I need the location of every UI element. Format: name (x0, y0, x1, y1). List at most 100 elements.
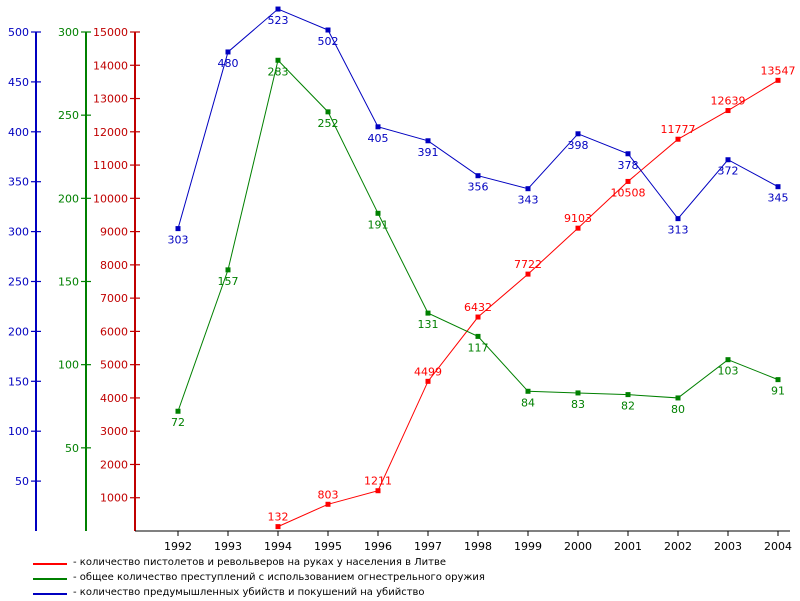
green-data-point (775, 377, 781, 383)
legend-item-murders: - количество предумышленных убийств и по… (33, 586, 793, 601)
blue-data-point (175, 226, 181, 232)
red-axis-tick-label: 8000 (100, 259, 128, 272)
blue-data-point (225, 49, 231, 55)
blue-data-label: 372 (718, 165, 739, 178)
x-axis-tick-label: 1993 (214, 540, 242, 553)
legend-label: - общее количество преступлений с исполь… (73, 572, 485, 583)
red-axis-tick-label: 7000 (100, 292, 128, 305)
blue-data-label: 356 (468, 181, 489, 194)
green-data-point (375, 210, 381, 216)
blue-axis-tick-label: 150 (8, 375, 29, 388)
red-data-label: 6432 (464, 301, 492, 314)
red-series-line (277, 79, 779, 528)
red-data-label: 803 (318, 488, 339, 501)
blue-data-label: 303 (168, 234, 189, 247)
green-data-point (675, 395, 681, 401)
blue-axis-tick-label: 500 (8, 26, 29, 39)
x-axis-tick-label: 1999 (514, 540, 542, 553)
x-axis-tick-label: 1998 (464, 540, 492, 553)
red-axis-tick-label: 14000 (93, 59, 128, 72)
legend-swatch-blue (33, 593, 67, 595)
green-data-point (325, 109, 331, 115)
green-axis-tick-label: 50 (65, 442, 79, 455)
blue-data-label: 391 (418, 146, 439, 159)
red-axis-tick-label: 12000 (93, 126, 128, 139)
x-axis-tick-label: 2003 (714, 540, 742, 553)
blue-data-label: 405 (368, 132, 389, 145)
green-axis-tick-label: 250 (58, 109, 79, 122)
legend-swatch-red (33, 563, 67, 565)
blue-data-label: 502 (318, 35, 339, 48)
x-axis-tick-label: 2002 (664, 540, 692, 553)
x-axis-tick-label: 1994 (264, 540, 292, 553)
red-axis-tick-label: 4000 (100, 392, 128, 405)
red-data-label: 9103 (564, 212, 592, 225)
green-data-point (725, 357, 731, 363)
x-axis-tick-label: 1997 (414, 540, 442, 553)
green-data-point (425, 310, 431, 316)
red-data-point (525, 271, 531, 277)
x-axis-tick-label: 1996 (364, 540, 392, 553)
green-data-label: 83 (571, 398, 585, 411)
red-data-point (675, 136, 681, 142)
green-data-label: 72 (171, 416, 185, 429)
blue-data-point (275, 6, 281, 12)
red-data-point (425, 378, 431, 384)
series-lines (177, 8, 779, 528)
green-data-label: 82 (621, 400, 635, 413)
green-axis-tick-label: 150 (58, 276, 79, 289)
blue-axis-tick-label: 350 (8, 176, 29, 189)
red-axis-tick-label: 1000 (100, 492, 128, 505)
blue-data-label: 343 (518, 194, 539, 207)
blue-data-point (675, 216, 681, 222)
green-data-point (575, 390, 581, 396)
green-data-label: 91 (771, 385, 785, 398)
red-axis-tick-label: 11000 (93, 159, 128, 172)
blue-axis-tick-label: 400 (8, 126, 29, 139)
red-data-label: 12639 (711, 95, 746, 108)
blue-axis-tick-label: 300 (8, 226, 29, 239)
green-data-label: 131 (418, 318, 439, 331)
green-data-point (225, 267, 231, 273)
red-data-point (775, 77, 781, 83)
blue-axis-tick-label: 50 (15, 475, 29, 488)
blue-data-point (325, 27, 331, 33)
series-marks: 132 803 1211 4499 6432 7722 9103 10508 11777 1263… (168, 6, 796, 530)
red-data-point (375, 488, 381, 494)
green-data-point (625, 392, 631, 398)
blue-data-point (375, 124, 381, 130)
green-data-label: 252 (318, 117, 339, 130)
blue-data-point (525, 186, 531, 192)
green-data-label: 117 (468, 341, 489, 354)
legend-swatch-green (33, 578, 67, 580)
blue-axis-tick-label: 250 (8, 276, 29, 289)
blue-axis-tick-label: 200 (8, 325, 29, 338)
blue-data-point (625, 151, 631, 157)
blue-data-point (725, 157, 731, 163)
blue-data-point (425, 138, 431, 144)
red-axis-tick-label: 2000 (100, 458, 128, 471)
red-data-label: 13547 (761, 64, 796, 77)
red-axis-tick-label: 5000 (100, 359, 128, 372)
red-data-point (325, 501, 331, 507)
red-data-point (475, 314, 481, 320)
green-data-point (475, 333, 481, 339)
blue-data-label: 398 (568, 139, 589, 152)
blue-data-label: 345 (768, 192, 789, 205)
legend-item-crimes: - общее количество преступлений с исполь… (33, 571, 793, 586)
blue-data-label: 378 (618, 159, 639, 172)
red-data-point (575, 225, 581, 231)
blue-data-point (575, 131, 581, 137)
green-data-point (525, 388, 531, 394)
x-axis-tick-label: 2000 (564, 540, 592, 553)
green-data-point (275, 57, 281, 63)
green-axis-tick-label: 200 (58, 192, 79, 205)
red-data-point (725, 108, 731, 114)
green-axis-tick-label: 100 (58, 359, 79, 372)
red-data-point (275, 524, 281, 530)
x-axis-tick-label: 2004 (764, 540, 792, 553)
green-data-label: 157 (218, 275, 239, 288)
legend-item-pistols: - количество пистолетов и револьверов на… (33, 556, 793, 571)
green-data-label: 283 (268, 65, 289, 78)
